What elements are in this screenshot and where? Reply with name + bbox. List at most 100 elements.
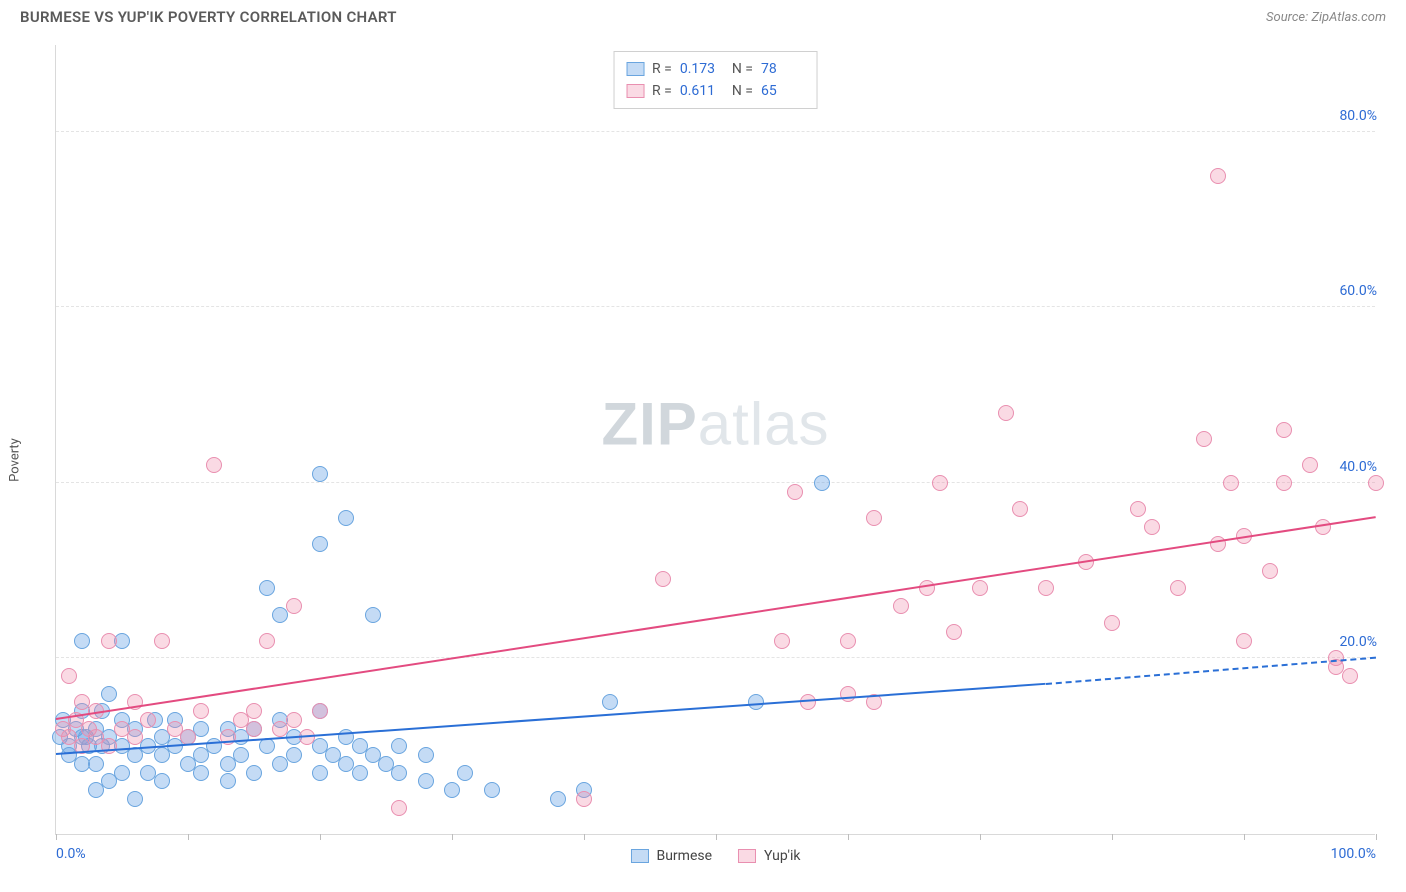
scatter-point	[1223, 475, 1239, 491]
x-tick	[980, 834, 981, 840]
legend-swatch	[626, 84, 644, 98]
plot-area: ZIPatlas R =0.173N =78R =0.611N =65 Burm…	[55, 45, 1375, 835]
x-tick	[1244, 834, 1245, 840]
scatter-point	[1130, 501, 1146, 517]
legend-r-value: 0.611	[680, 80, 724, 102]
legend-r-value: 0.173	[680, 58, 724, 80]
x-tick	[716, 834, 717, 840]
watermark: ZIPatlas	[601, 389, 829, 458]
scatter-point	[74, 633, 90, 649]
scatter-point	[576, 791, 592, 807]
legend-n-value: 78	[761, 58, 805, 80]
scatter-point	[1276, 422, 1292, 438]
scatter-point	[312, 536, 328, 552]
scatter-point	[919, 580, 935, 596]
scatter-point	[484, 782, 500, 798]
gridline	[56, 482, 1375, 483]
legend-label: Burmese	[656, 848, 712, 864]
scatter-point	[418, 773, 434, 789]
scatter-point	[391, 800, 407, 816]
scatter-point	[1170, 580, 1186, 596]
gridline	[56, 131, 1375, 132]
legend-swatch	[626, 62, 644, 76]
legend-n-label: N =	[732, 58, 753, 80]
x-tick	[452, 834, 453, 840]
x-tick	[584, 834, 585, 840]
chart-container: Poverty ZIPatlas R =0.173N =78R =0.611N …	[45, 45, 1395, 875]
x-tick-label: 0.0%	[56, 846, 86, 862]
scatter-point	[127, 729, 143, 745]
legend-item: Yup'ik	[738, 848, 800, 864]
scatter-point	[286, 598, 302, 614]
y-tick-label: 40.0%	[1333, 459, 1377, 475]
scatter-point	[88, 756, 104, 772]
scatter-point	[391, 738, 407, 754]
legend-n-label: N =	[732, 80, 753, 102]
scatter-point	[154, 773, 170, 789]
legend-n-value: 65	[761, 80, 805, 102]
scatter-point	[972, 580, 988, 596]
scatter-point	[114, 765, 130, 781]
scatter-point	[840, 633, 856, 649]
scatter-point	[286, 712, 302, 728]
scatter-point	[391, 765, 407, 781]
scatter-point	[444, 782, 460, 798]
scatter-point	[814, 475, 830, 491]
scatter-point	[312, 466, 328, 482]
scatter-point	[246, 765, 262, 781]
scatter-point	[1012, 501, 1028, 517]
trend-line	[56, 683, 1046, 755]
scatter-point	[774, 633, 790, 649]
x-tick	[1376, 834, 1377, 840]
scatter-point	[550, 791, 566, 807]
scatter-point	[101, 633, 117, 649]
series-legend: Burmese Yup'ik	[630, 848, 800, 864]
gridline	[56, 657, 1375, 658]
x-tick	[848, 834, 849, 840]
scatter-point	[932, 475, 948, 491]
scatter-point	[1196, 431, 1212, 447]
scatter-point	[312, 765, 328, 781]
scatter-point	[352, 765, 368, 781]
scatter-point	[1368, 475, 1384, 491]
gridline	[56, 306, 1375, 307]
legend-row: R = 0.611 N = 65	[626, 80, 805, 102]
source-attribution: Source: ZipAtlas.com	[1266, 10, 1386, 25]
scatter-point	[193, 703, 209, 719]
legend-r-label: R =	[652, 80, 672, 102]
scatter-point	[998, 405, 1014, 421]
scatter-point	[365, 607, 381, 623]
scatter-point	[259, 633, 275, 649]
scatter-point	[101, 686, 117, 702]
scatter-point	[602, 694, 618, 710]
scatter-point	[338, 510, 354, 526]
legend-item: Burmese	[630, 848, 712, 864]
scatter-point	[946, 624, 962, 640]
scatter-point	[220, 773, 236, 789]
correlation-legend: R = 0.173 N = 78R = 0.611 N = 65	[613, 51, 818, 109]
scatter-point	[61, 668, 77, 684]
scatter-point	[286, 747, 302, 763]
scatter-point	[246, 721, 262, 737]
scatter-point	[259, 580, 275, 596]
scatter-point	[655, 571, 671, 587]
scatter-point	[787, 484, 803, 500]
scatter-point	[259, 738, 275, 754]
scatter-point	[1262, 563, 1278, 579]
scatter-point	[206, 457, 222, 473]
chart-title: BURMESE VS YUP'IK POVERTY CORRELATION CH…	[20, 8, 397, 26]
x-tick	[1112, 834, 1113, 840]
y-tick-label: 20.0%	[1333, 634, 1377, 650]
legend-label: Yup'ik	[764, 848, 800, 864]
scatter-point	[1210, 168, 1226, 184]
scatter-point	[418, 747, 434, 763]
trend-line	[56, 516, 1376, 720]
scatter-point	[127, 791, 143, 807]
legend-row: R =0.173N =78	[626, 58, 805, 80]
scatter-point	[1104, 615, 1120, 631]
x-tick-label: 100.0%	[1331, 846, 1376, 862]
x-tick	[56, 834, 57, 840]
scatter-point	[893, 598, 909, 614]
y-tick-label: 60.0%	[1333, 283, 1377, 299]
scatter-point	[1144, 519, 1160, 535]
